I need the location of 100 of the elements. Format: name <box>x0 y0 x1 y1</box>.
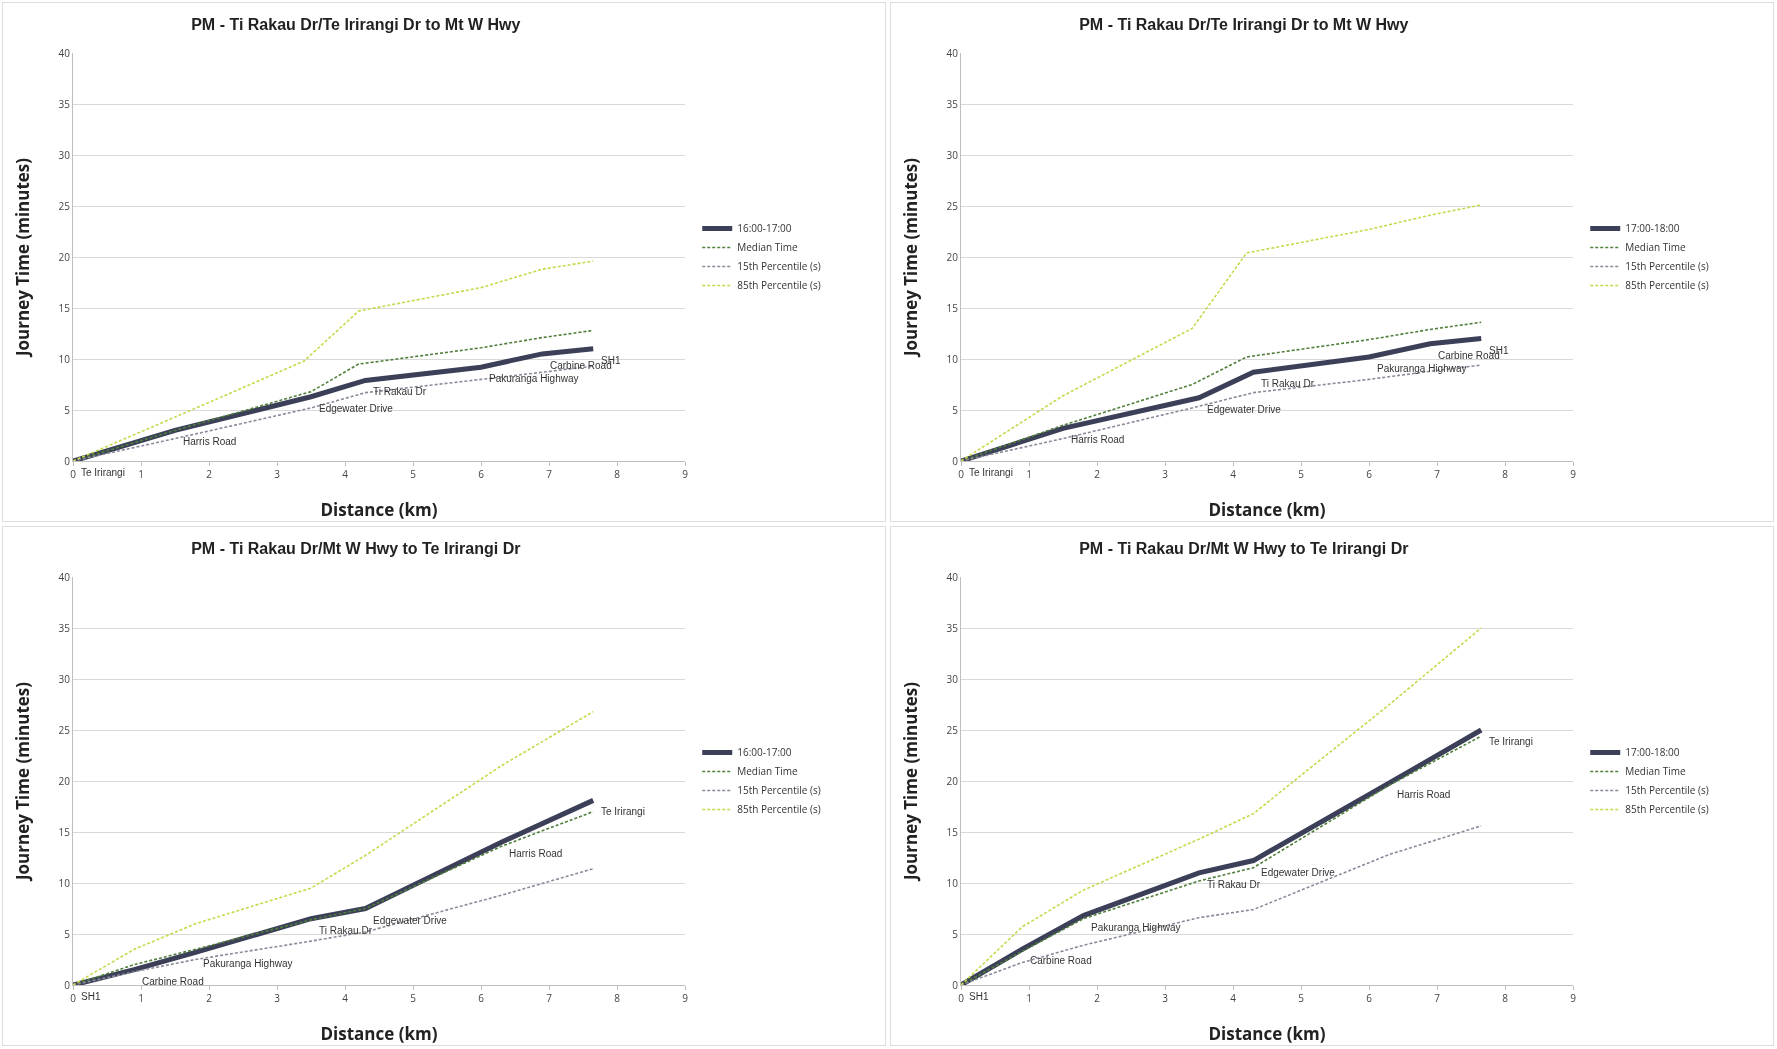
y-tick-label: 35 <box>58 620 71 635</box>
legend-label: 15th Percentile (s) <box>737 783 821 798</box>
annotation: Harris Road <box>1397 789 1451 800</box>
legend-label: Median Time <box>737 764 799 779</box>
annotation: Ti Rakau Dr <box>1261 378 1315 389</box>
x-tick-label: 4 <box>1230 467 1237 481</box>
x-tick-label: 1 <box>138 991 144 1005</box>
y-tick-label: 20 <box>946 773 959 788</box>
y-tick-label: 25 <box>946 722 959 737</box>
y-tick-label: 20 <box>58 773 71 788</box>
x-tick-label: 5 <box>1298 991 1305 1005</box>
legend-label: Median Time <box>1625 240 1687 255</box>
chart-title: PM - Ti Rakau Dr/Mt W Hwy to Te Irirangi Dr <box>1079 539 1409 557</box>
y-tick-label: 15 <box>58 300 71 315</box>
annotation: Ti Rakau Dr <box>319 925 373 936</box>
annotation: Carbine Road <box>142 976 204 987</box>
x-tick-label: 8 <box>614 991 621 1005</box>
x-tick-label: 2 <box>206 467 213 481</box>
y-tick-label: 25 <box>946 198 959 213</box>
y-tick-label: 35 <box>946 620 959 635</box>
x-tick-label: 9 <box>1570 991 1577 1005</box>
x-tick-label: 8 <box>1502 991 1509 1005</box>
chart-title: PM - Ti Rakau Dr/Mt W Hwy to Te Irirangi Dr <box>191 539 521 557</box>
y-tick-label: 15 <box>946 824 959 839</box>
line-series <box>961 825 1482 985</box>
x-tick-label: 2 <box>206 991 213 1005</box>
x-tick-label: 5 <box>410 991 417 1005</box>
y-tick-label: 35 <box>58 96 71 111</box>
annotation: Pakuranga Highway <box>489 373 579 384</box>
annotation: SH1 <box>81 991 101 1002</box>
y-tick-label: 30 <box>58 671 71 686</box>
x-tick-label: 7 <box>546 991 553 1005</box>
y-tick-label: 20 <box>946 249 959 264</box>
chart-title: PM - Ti Rakau Dr/Te Irirangi Dr to Mt W Hwy <box>1079 15 1409 33</box>
x-tick-label: 9 <box>682 467 689 481</box>
x-tick-label: 7 <box>1434 467 1441 481</box>
x-tick-label: 3 <box>1162 991 1169 1005</box>
annotation: Ti Rakau Dr <box>1207 879 1261 890</box>
y-tick-label: 30 <box>58 147 71 162</box>
y-axis-title: Journey Time (minutes) <box>899 157 922 359</box>
y-tick-label: 5 <box>64 402 71 417</box>
x-tick-label: 3 <box>274 991 281 1005</box>
y-tick-label: 20 <box>58 249 71 264</box>
legend-label: 85th Percentile (s) <box>1625 802 1709 817</box>
legend-label: 85th Percentile (s) <box>1625 278 1709 293</box>
legend-label: 16:00-17:00 <box>737 221 792 236</box>
y-tick-label: 0 <box>64 453 71 468</box>
x-tick-label: 4 <box>342 467 349 481</box>
x-tick-label: 8 <box>1502 467 1509 481</box>
line-series <box>73 867 594 985</box>
x-axis-title: Distance (km) <box>1208 1022 1326 1045</box>
y-tick-label: 10 <box>946 351 959 366</box>
y-tick-label: 30 <box>946 147 959 162</box>
y-tick-label: 25 <box>58 198 71 213</box>
y-tick-label: 40 <box>58 45 71 60</box>
legend-label: 17:00-18:00 <box>1625 221 1680 236</box>
legend-label: Median Time <box>1625 764 1687 779</box>
x-axis-title: Distance (km) <box>320 498 438 521</box>
y-tick-label: 40 <box>946 45 959 60</box>
x-tick-label: 7 <box>1434 991 1441 1005</box>
x-tick-label: 4 <box>1230 991 1237 1005</box>
annotation: Edgewater Drive <box>1261 867 1336 878</box>
x-tick-label: 9 <box>1570 467 1577 481</box>
annotation: Te Irirangi <box>969 467 1013 478</box>
y-tick-label: 40 <box>946 569 959 584</box>
y-tick-label: 10 <box>58 875 71 890</box>
legend-label: 85th Percentile (s) <box>737 802 821 817</box>
y-tick-label: 5 <box>952 402 959 417</box>
annotation: Te Irirangi <box>1489 736 1533 747</box>
line-series <box>961 364 1482 461</box>
y-axis-title: Journey Time (minutes) <box>11 681 34 883</box>
y-tick-label: 10 <box>946 875 959 890</box>
y-tick-label: 35 <box>946 96 959 111</box>
annotation: Pakuranga Highway <box>203 958 293 969</box>
x-tick-label: 2 <box>1094 991 1101 1005</box>
legend-label: 15th Percentile (s) <box>1625 783 1709 798</box>
y-tick-label: 0 <box>952 977 959 992</box>
y-tick-label: 30 <box>946 671 959 686</box>
annotation: Te Irirangi <box>601 806 645 817</box>
x-tick-label: 1 <box>1026 467 1032 481</box>
x-axis-title: Distance (km) <box>1208 498 1326 521</box>
annotation: Edgewater Drive <box>373 915 448 926</box>
y-tick-label: 40 <box>58 569 71 584</box>
x-tick-label: 4 <box>342 991 349 1005</box>
chart-title: PM - Ti Rakau Dr/Te Irirangi Dr to Mt W Hwy <box>191 15 521 33</box>
x-tick-label: 1 <box>1026 991 1032 1005</box>
x-tick-label: 3 <box>274 467 281 481</box>
y-tick-label: 5 <box>64 926 71 941</box>
x-tick-label: 6 <box>478 467 485 481</box>
annotation: Te Irirangi <box>81 467 125 478</box>
legend-label: 17:00-18:00 <box>1625 745 1680 760</box>
x-tick-label: 9 <box>682 991 689 1005</box>
line-series <box>961 627 1482 985</box>
y-tick-label: 15 <box>946 300 959 315</box>
legend-label: 16:00-17:00 <box>737 745 792 760</box>
x-tick-label: 6 <box>1366 991 1373 1005</box>
annotation: Harris Road <box>509 848 563 859</box>
y-tick-label: 5 <box>952 926 959 941</box>
x-tick-label: 8 <box>614 467 621 481</box>
annotation: Pakuranga Highway <box>1091 922 1181 933</box>
